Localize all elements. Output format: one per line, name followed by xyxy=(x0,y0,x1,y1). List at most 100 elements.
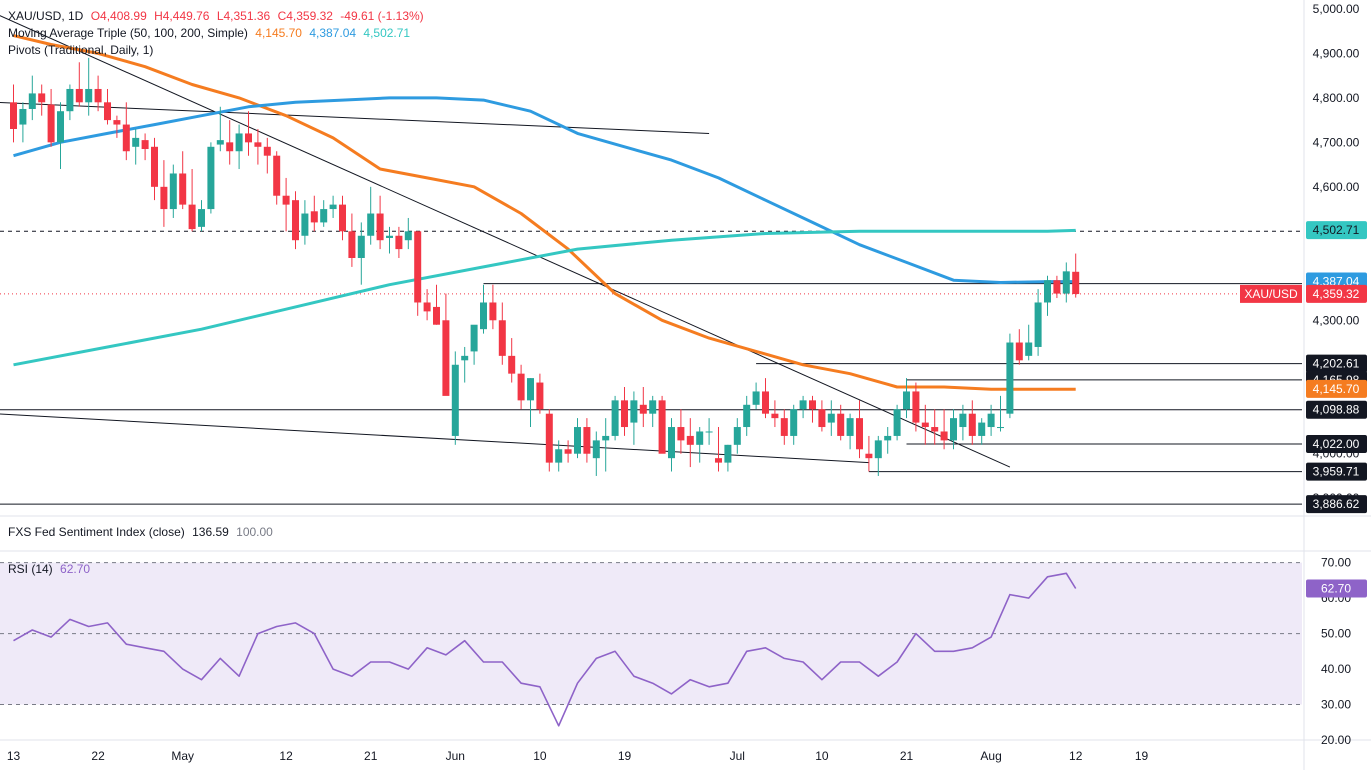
candle[interactable] xyxy=(959,404,967,441)
candle[interactable] xyxy=(423,289,431,321)
candle[interactable] xyxy=(583,418,591,463)
candle[interactable] xyxy=(1072,253,1080,298)
candle[interactable] xyxy=(339,195,346,241)
candle[interactable] xyxy=(818,400,826,432)
ma-line-1[interactable] xyxy=(13,96,1076,284)
candle[interactable] xyxy=(649,395,657,428)
candle[interactable] xyxy=(978,418,986,445)
ma-line-0[interactable] xyxy=(13,34,1076,391)
candle[interactable] xyxy=(104,88,111,125)
candle[interactable] xyxy=(66,84,74,121)
candle[interactable] xyxy=(1015,329,1023,365)
candle[interactable] xyxy=(28,75,36,121)
candle[interactable] xyxy=(639,387,647,428)
candle[interactable] xyxy=(451,351,459,445)
candle[interactable] xyxy=(1006,333,1014,419)
candle[interactable] xyxy=(376,195,384,250)
candle[interactable] xyxy=(968,400,976,445)
candle[interactable] xyxy=(574,418,581,459)
candle[interactable] xyxy=(743,395,751,436)
candle[interactable] xyxy=(207,142,215,214)
candle[interactable] xyxy=(517,364,525,410)
candle[interactable] xyxy=(141,133,149,161)
candle[interactable] xyxy=(555,440,563,472)
candle[interactable] xyxy=(884,427,892,454)
candle[interactable] xyxy=(762,378,769,419)
candle[interactable] xyxy=(715,427,722,472)
candle[interactable] xyxy=(329,195,337,218)
candle[interactable] xyxy=(997,395,1004,432)
candle[interactable] xyxy=(1044,275,1051,316)
candle[interactable] xyxy=(254,129,262,165)
candle[interactable] xyxy=(404,217,412,250)
candle[interactable] xyxy=(442,293,450,396)
candle[interactable] xyxy=(461,346,469,383)
candle[interactable] xyxy=(75,62,83,107)
candle[interactable] xyxy=(19,102,27,143)
candle[interactable] xyxy=(686,418,694,468)
candle[interactable] xyxy=(527,378,534,428)
candle[interactable] xyxy=(696,427,704,463)
candle[interactable] xyxy=(668,418,675,472)
candle[interactable] xyxy=(57,102,64,170)
candle[interactable] xyxy=(733,418,741,454)
candle[interactable] xyxy=(235,124,243,170)
candle[interactable] xyxy=(536,373,544,414)
candle[interactable] xyxy=(263,137,271,174)
candle[interactable] xyxy=(705,418,713,445)
candle[interactable] xyxy=(564,440,572,463)
candle[interactable] xyxy=(790,404,798,445)
candle[interactable] xyxy=(301,200,309,245)
candle[interactable] xyxy=(545,409,553,472)
candle[interactable] xyxy=(658,395,666,454)
candle[interactable] xyxy=(386,226,393,254)
candle[interactable] xyxy=(357,222,365,285)
candle[interactable] xyxy=(282,177,290,232)
candle[interactable] xyxy=(367,186,375,245)
candle[interactable] xyxy=(188,169,196,232)
candle[interactable] xyxy=(348,213,356,267)
candle[interactable] xyxy=(1025,324,1033,361)
candle[interactable] xyxy=(950,409,957,450)
candle[interactable] xyxy=(912,382,920,432)
candle[interactable] xyxy=(987,404,995,436)
candle[interactable] xyxy=(931,409,939,445)
candle[interactable] xyxy=(470,324,478,365)
candle[interactable] xyxy=(1034,289,1042,356)
candle[interactable] xyxy=(38,84,46,116)
trendline[interactable] xyxy=(0,413,869,464)
candle[interactable] xyxy=(903,378,910,419)
candle[interactable] xyxy=(113,115,121,138)
time-axis[interactable]: 13 22 May 12 21 Jun 10 19 Jul 10 21 Aug 12 19 xyxy=(7,749,1149,763)
candle[interactable] xyxy=(799,395,807,419)
candle[interactable] xyxy=(47,88,55,147)
candle[interactable] xyxy=(169,164,177,218)
candle[interactable] xyxy=(724,444,732,472)
trendline[interactable] xyxy=(0,13,1011,468)
candle[interactable] xyxy=(433,284,440,325)
candle[interactable] xyxy=(602,418,610,472)
candle[interactable] xyxy=(216,106,224,152)
candle[interactable] xyxy=(1053,275,1061,299)
candle[interactable] xyxy=(414,231,422,316)
trendline[interactable] xyxy=(0,102,710,134)
candle[interactable] xyxy=(874,435,882,476)
candle[interactable] xyxy=(94,75,102,112)
candle[interactable] xyxy=(480,284,487,334)
candle[interactable] xyxy=(489,284,497,330)
candle[interactable] xyxy=(10,84,17,143)
candle[interactable] xyxy=(508,338,516,383)
candle[interactable] xyxy=(198,200,205,232)
candle[interactable] xyxy=(621,387,628,436)
candle[interactable] xyxy=(809,395,816,423)
candle[interactable] xyxy=(160,160,168,227)
candle[interactable] xyxy=(921,404,929,445)
candle[interactable] xyxy=(122,102,130,161)
candle[interactable] xyxy=(827,400,835,436)
candle[interactable] xyxy=(893,404,901,441)
candle[interactable] xyxy=(592,431,600,476)
candle[interactable] xyxy=(630,391,638,445)
